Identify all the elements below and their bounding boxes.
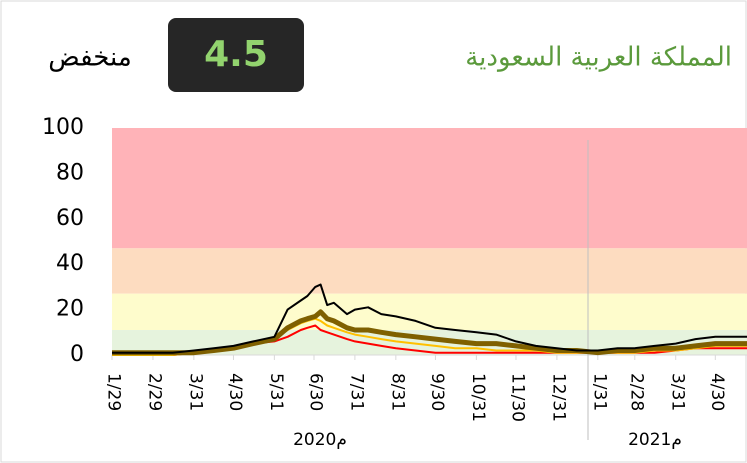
y-tick-label: 40 [56,251,84,276]
x-tick-label: 4/30 [707,373,727,411]
x-tick-label: 6/30 [306,373,326,411]
x-tick-label: 2/28 [626,373,646,411]
indicator-value: 4.5 [204,34,268,75]
y-tick-label: 60 [56,206,84,231]
y-tick-label: 20 [56,297,84,322]
year-label: 2020م [293,430,347,450]
chart-title: المملكة العربية السعودية [465,43,732,73]
x-tick-label: 1/31 [590,373,610,411]
x-tick-label: 3/31 [186,373,206,411]
x-tick-label: 9/30 [427,373,447,411]
series-line [112,283,747,354]
x-tick-label: 7/31 [347,373,367,411]
band [112,248,747,294]
x-tick-label: 3/31 [667,373,687,411]
indicator-label: منخفض [48,43,132,73]
x-tick-label: 8/31 [388,373,408,411]
indicator-box [168,18,304,92]
y-tick-label: 80 [56,160,84,185]
band [112,293,747,331]
series-line [112,309,747,356]
bands [112,128,747,355]
x-tick-label: 12/31 [549,373,569,422]
lines [112,283,747,356]
x-tick-label: 11/30 [508,373,528,422]
y-tick-label: 100 [42,115,84,140]
x-tick-label: 5/31 [266,373,286,411]
x-tick-label: 1/29 [104,373,124,411]
axes: 0 20 40 60 80 100 1/29 2/29 3/31 4/30 5/31 6/30 7/31… [42,115,747,422]
x-tick-label: 2/29 [145,373,165,411]
y-tick-label: 0 [70,342,84,367]
band [112,128,747,249]
x-tick-label: 4/30 [225,373,245,411]
year-label: 2021م [628,430,682,450]
x-tick-label: 10/31 [468,373,488,422]
